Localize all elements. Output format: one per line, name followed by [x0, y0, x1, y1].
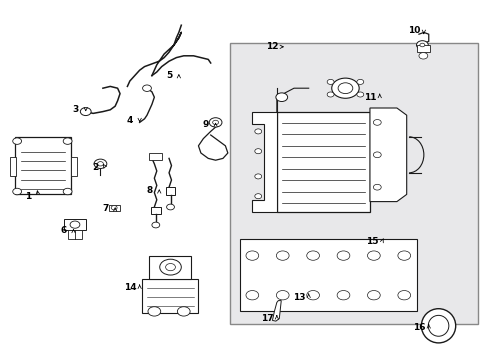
Bar [149, 153, 162, 160]
Text: 9: 9 [202, 120, 209, 129]
Text: 8: 8 [147, 186, 152, 195]
Bar [166, 187, 175, 195]
Circle shape [209, 118, 222, 127]
Circle shape [63, 188, 72, 195]
Text: 10: 10 [408, 26, 420, 35]
Circle shape [368, 251, 380, 260]
Text: 16: 16 [413, 323, 425, 332]
Circle shape [255, 149, 262, 154]
Circle shape [13, 138, 22, 144]
FancyBboxPatch shape [230, 43, 478, 324]
Circle shape [94, 159, 107, 168]
Circle shape [420, 43, 425, 47]
Bar [71, 157, 77, 176]
Bar [277, 112, 370, 212]
Ellipse shape [428, 315, 449, 336]
Text: 14: 14 [123, 284, 136, 292]
Bar [109, 205, 120, 211]
Circle shape [148, 307, 161, 316]
Circle shape [255, 194, 262, 199]
Circle shape [255, 174, 262, 179]
Bar [151, 207, 161, 214]
Text: 5: 5 [166, 71, 172, 80]
Circle shape [373, 120, 381, 125]
Circle shape [373, 184, 381, 190]
Circle shape [337, 291, 350, 300]
Circle shape [276, 291, 289, 300]
Circle shape [111, 206, 117, 210]
Circle shape [13, 188, 22, 195]
Circle shape [63, 138, 72, 144]
Circle shape [338, 83, 353, 94]
Circle shape [246, 251, 259, 260]
Circle shape [419, 53, 428, 59]
Circle shape [332, 78, 359, 98]
Circle shape [398, 291, 411, 300]
Text: 1: 1 [25, 192, 31, 201]
Circle shape [307, 251, 319, 260]
Circle shape [213, 120, 219, 125]
Text: 15: 15 [366, 237, 379, 246]
Circle shape [166, 264, 175, 271]
Text: 6: 6 [61, 226, 67, 235]
Circle shape [276, 93, 288, 102]
Bar [15, 137, 71, 194]
Circle shape [98, 162, 103, 166]
Ellipse shape [421, 309, 456, 343]
Circle shape [373, 152, 381, 158]
Bar [149, 256, 191, 279]
Polygon shape [252, 112, 277, 212]
Circle shape [177, 307, 190, 316]
Circle shape [357, 92, 364, 97]
Bar [10, 157, 16, 176]
Circle shape [368, 291, 380, 300]
Text: 12: 12 [266, 42, 278, 51]
Circle shape [327, 92, 334, 97]
Text: 13: 13 [293, 292, 305, 302]
Bar [417, 45, 430, 52]
Bar [240, 239, 416, 311]
Circle shape [398, 251, 411, 260]
Circle shape [276, 251, 289, 260]
Circle shape [80, 108, 91, 116]
Bar [68, 230, 82, 239]
Circle shape [357, 80, 364, 85]
Circle shape [255, 129, 262, 134]
Bar [142, 279, 198, 313]
Text: 17: 17 [261, 314, 273, 323]
Circle shape [246, 291, 259, 300]
Circle shape [70, 221, 80, 228]
Circle shape [167, 204, 174, 210]
Circle shape [143, 85, 151, 91]
Polygon shape [272, 301, 281, 321]
Circle shape [152, 222, 160, 228]
Circle shape [307, 291, 319, 300]
Text: 4: 4 [126, 116, 133, 125]
Circle shape [337, 251, 350, 260]
Circle shape [160, 259, 181, 275]
Text: 11: 11 [364, 93, 376, 102]
Circle shape [327, 80, 334, 85]
Text: 3: 3 [73, 105, 79, 114]
Bar [64, 219, 86, 230]
Polygon shape [370, 108, 407, 202]
Text: 2: 2 [93, 163, 98, 172]
Text: 7: 7 [102, 204, 109, 213]
Circle shape [416, 41, 428, 49]
